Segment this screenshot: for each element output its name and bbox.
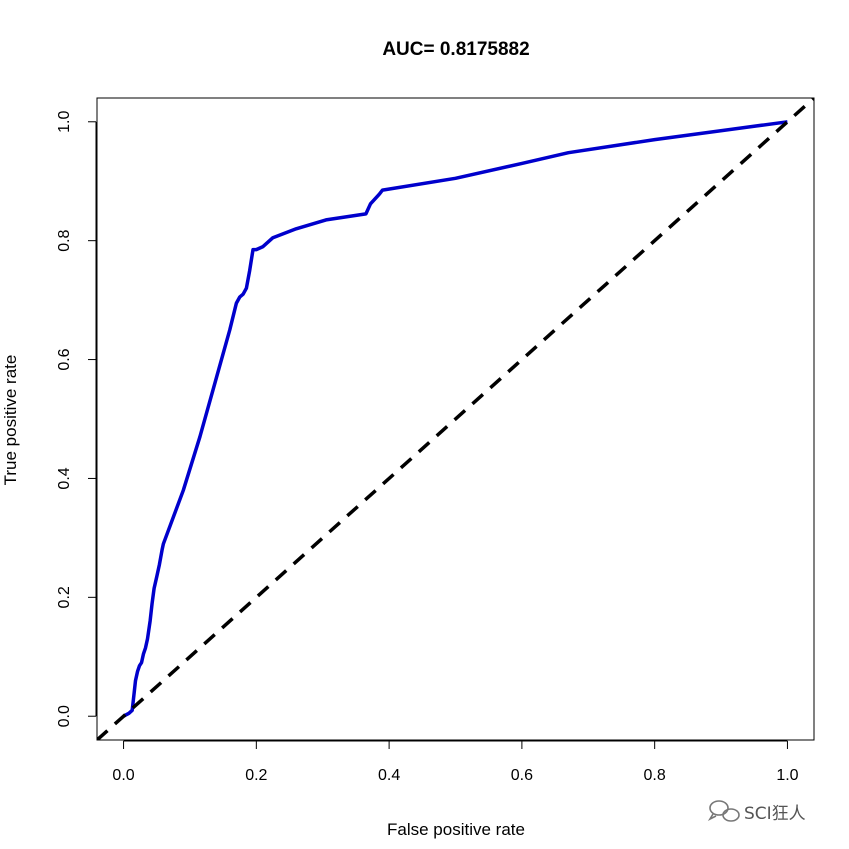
- y-tick-label: 0.6: [56, 348, 73, 370]
- x-tick-label: 0.6: [511, 767, 533, 784]
- y-axis: 0.0 0.2 0.4 0.6 0.8 1.0: [56, 111, 97, 727]
- plot-area: [96, 97, 815, 741]
- x-tick-label: 0.8: [644, 767, 666, 784]
- watermark: SCI狂人: [707, 800, 806, 824]
- wechat-icon: [707, 800, 740, 822]
- y-tick-label: 0.0: [56, 705, 73, 727]
- plot-frame: [96, 97, 815, 741]
- reference-diagonal-line: [97, 98, 814, 740]
- y-tick-label: 0.8: [56, 229, 73, 251]
- y-axis-label: True positive rate: [1, 355, 20, 486]
- x-tick-label: 0.0: [112, 767, 134, 784]
- x-tick-label: 0.2: [245, 767, 267, 784]
- x-tick-label: 0.4: [378, 767, 400, 784]
- y-tick-label: 1.0: [56, 111, 73, 133]
- roc-curve-line: [122, 120, 788, 718]
- y-tick-label: 0.2: [56, 586, 73, 608]
- watermark-text: SCI狂人: [744, 804, 806, 824]
- series-layer: [97, 98, 814, 740]
- y-tick-label: 0.4: [56, 467, 73, 489]
- x-axis: 0.0 0.2 0.4 0.6 0.8 1.0: [112, 740, 799, 784]
- chart-title: AUC= 0.8175882: [382, 39, 529, 60]
- x-tick-label: 1.0: [776, 767, 798, 784]
- x-axis-label: False positive rate: [387, 820, 525, 839]
